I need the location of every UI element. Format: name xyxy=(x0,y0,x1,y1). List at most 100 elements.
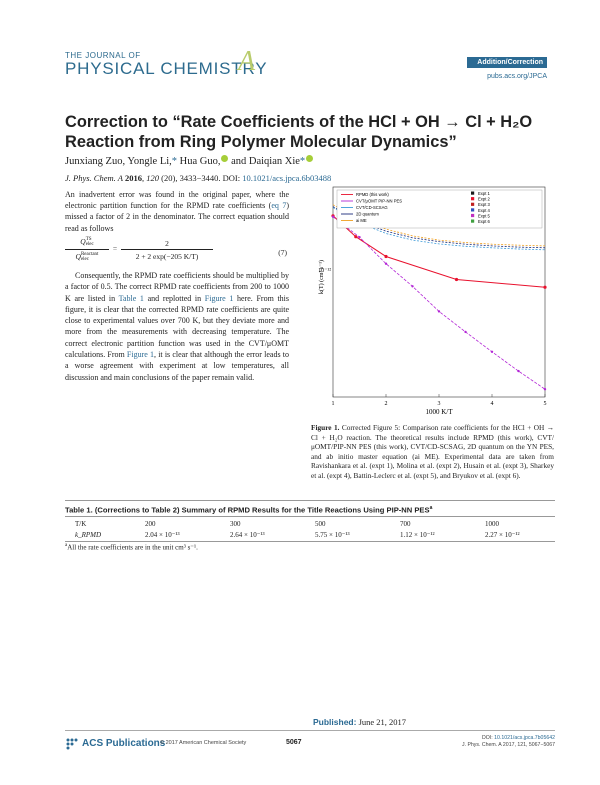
table-cell: 5.75 × 10⁻¹³ xyxy=(315,531,350,539)
table-link[interactable]: Table 1 xyxy=(118,293,144,303)
legend-label: Expt 5 xyxy=(478,213,491,218)
author-name[interactable]: Junxiang Zuo, xyxy=(65,156,126,167)
eq-fraction-bar xyxy=(121,249,213,250)
legend-marker xyxy=(471,219,475,223)
footer-doi-link[interactable]: 10.1021/acs.jpca.7b05642 xyxy=(494,735,555,741)
eq-subscript: elec xyxy=(85,242,94,248)
table-header-rule xyxy=(65,516,555,517)
table-header-cell: 700 xyxy=(400,520,411,528)
footer-citation: J. Phys. Chem. A 2017, 121, 5067−5067 xyxy=(461,742,555,748)
body-text: An inadvertent error was found in the or… xyxy=(65,190,289,211)
legend-marker xyxy=(471,191,475,195)
journal-logo: THE JOURNAL OF PHYSICAL CHEMISTRY xyxy=(65,52,268,78)
plot-ticks-group: 1 2 3 4 5 xyxy=(332,394,547,407)
series-point xyxy=(490,350,494,353)
eq-rhs-numerator: 2 xyxy=(165,239,169,248)
journal-name-big: PHYSICAL CHEMISTRY xyxy=(65,59,268,78)
table-cell: 2.64 × 10⁻¹³ xyxy=(230,531,265,539)
orcid-icon[interactable] xyxy=(306,155,314,162)
figure-link[interactable]: Figure 1 xyxy=(204,293,234,303)
acs-publications-link[interactable]: ACS Publications xyxy=(82,738,166,749)
author-list: Junxiang Zuo, Yongle Li,* Hua Guo, and D… xyxy=(65,155,314,167)
table-header-cell: 200 xyxy=(145,520,156,528)
figure-link[interactable]: Figure 1 xyxy=(126,350,154,360)
series-point xyxy=(384,254,388,259)
series-point xyxy=(543,388,547,391)
eq-superscript: Reactant xyxy=(80,252,99,258)
series-point xyxy=(437,310,441,313)
equation-7: QTS elec QReactant elec = 2 2 + 2 exp(−205… xyxy=(65,235,289,275)
series-point xyxy=(354,235,358,239)
table-title-footnote-mark: a xyxy=(429,505,433,511)
eq-subscript: elec xyxy=(80,257,89,263)
section-banner: Addition/Correction xyxy=(467,57,547,68)
legend-label: Expt 4 xyxy=(478,208,491,213)
table-top-rule xyxy=(65,500,555,501)
orcid-icon[interactable] xyxy=(221,155,229,162)
x-tick-label: 4 xyxy=(491,401,494,407)
legend-marker xyxy=(471,202,475,206)
table-cell: 2.04 × 10⁻¹³ xyxy=(145,531,180,539)
author-name[interactable]: Hua Guo, xyxy=(179,156,221,167)
footnote-text: All the rate coefficients are in the uni… xyxy=(67,543,198,552)
page-number: 5067 xyxy=(286,739,302,746)
journal-url-link[interactable]: pubs.acs.org/JPCA xyxy=(487,73,547,80)
chart-legend: RPMD (this work) CVT/μOMT PIP-NN PESCVT/C… xyxy=(336,189,543,229)
legend-label: CVT/CD-SCSAG xyxy=(356,205,388,210)
series-point xyxy=(331,215,335,218)
article-title: Correction to “Rate Coefficients of the … xyxy=(65,113,533,151)
series-point xyxy=(384,262,388,265)
footer-doi-label: DOI: xyxy=(482,735,493,741)
y-axis-label: k(T) (cm³ s⁻¹) xyxy=(318,260,325,294)
table-header-cell: 300 xyxy=(230,520,241,528)
figure-1-chart: 1 2 3 4 5 RPMD (this work) CVT/μOMT PIP-NN PE… xyxy=(318,186,547,416)
series-point xyxy=(517,369,520,373)
table-header-cell: 500 xyxy=(315,520,326,528)
table-title: Table 1. (Corrections to Table 2) Summar… xyxy=(65,505,555,515)
eq-number: (7) xyxy=(278,248,287,257)
author-name[interactable]: Yongle Li, xyxy=(127,156,172,167)
table-cell: 2.27 × 10⁻¹² xyxy=(485,531,520,539)
body-text: ) missed a factor of 2 in the denominato… xyxy=(65,201,289,233)
citation-volume: 120 xyxy=(146,173,160,183)
x-axis-label: 1000 K/T xyxy=(425,408,453,416)
acs-logo-icon xyxy=(66,738,78,750)
citation-line: J. Phys. Chem. A 2016, 120 (20), 3433−34… xyxy=(65,173,332,183)
eq-fraction-bar xyxy=(65,249,109,250)
legend-marker xyxy=(471,213,475,218)
citation-issue: (20), xyxy=(161,173,178,183)
legend-marker xyxy=(471,208,475,212)
x-tick-label: 5 xyxy=(544,401,547,407)
x-tick-label: 3 xyxy=(438,401,441,407)
equation-link[interactable]: eq 7 xyxy=(271,201,287,211)
series-point xyxy=(464,330,467,334)
citation-doi-label: DOI: xyxy=(222,173,241,183)
series-line xyxy=(332,216,546,390)
rpmd-table: T/K 200 300 500 700 1000 k_RPMD 2.04 × 1… xyxy=(65,520,555,542)
body-text: here. From this figure, it is clear that… xyxy=(65,293,290,360)
citation-doi-link[interactable]: 10.1021/acs.jpca.6b03488 xyxy=(242,173,332,183)
series-point xyxy=(454,277,459,282)
table-footnote: aAll the rate coefficients are in the un… xyxy=(65,543,198,551)
body-text: and replotted in xyxy=(143,293,205,303)
author-name[interactable]: and Daiqian Xie xyxy=(231,156,300,167)
body-text: , it is clear that although the error le… xyxy=(65,350,289,382)
series-point xyxy=(543,285,547,289)
corresponding-author-icon: * xyxy=(171,156,178,167)
table-header-row: T/K 200 300 500 700 1000 xyxy=(65,520,555,531)
table-bottom-rule xyxy=(65,541,555,542)
series-point xyxy=(411,285,414,288)
footer-doi: DOI: 10.1021/acs.jpca.7b05642 J. Phys. C… xyxy=(400,735,555,749)
footer-rule xyxy=(65,730,555,731)
legend-box xyxy=(336,189,543,229)
legend-label: RPMD (this work) xyxy=(356,192,389,197)
body-paragraph-2: Consequently, the RPMD rate coefficients… xyxy=(65,270,289,383)
table-title-text: Table 1. (Corrections to Table 2) Summar… xyxy=(65,505,430,515)
caption-text: Corrected Figure 5: Comparison rate coef… xyxy=(311,423,554,480)
body-text: Consequently, the RPMD rate coefficients… xyxy=(65,271,289,303)
eq-lhs-denominator: QReactant elec xyxy=(65,252,109,262)
x-tick-label: 1 xyxy=(332,401,335,407)
legend-label: Expt 1 xyxy=(478,191,491,196)
citation-journal: J. Phys. Chem. A xyxy=(65,173,123,183)
legend-label: Expt 6 xyxy=(478,219,491,224)
